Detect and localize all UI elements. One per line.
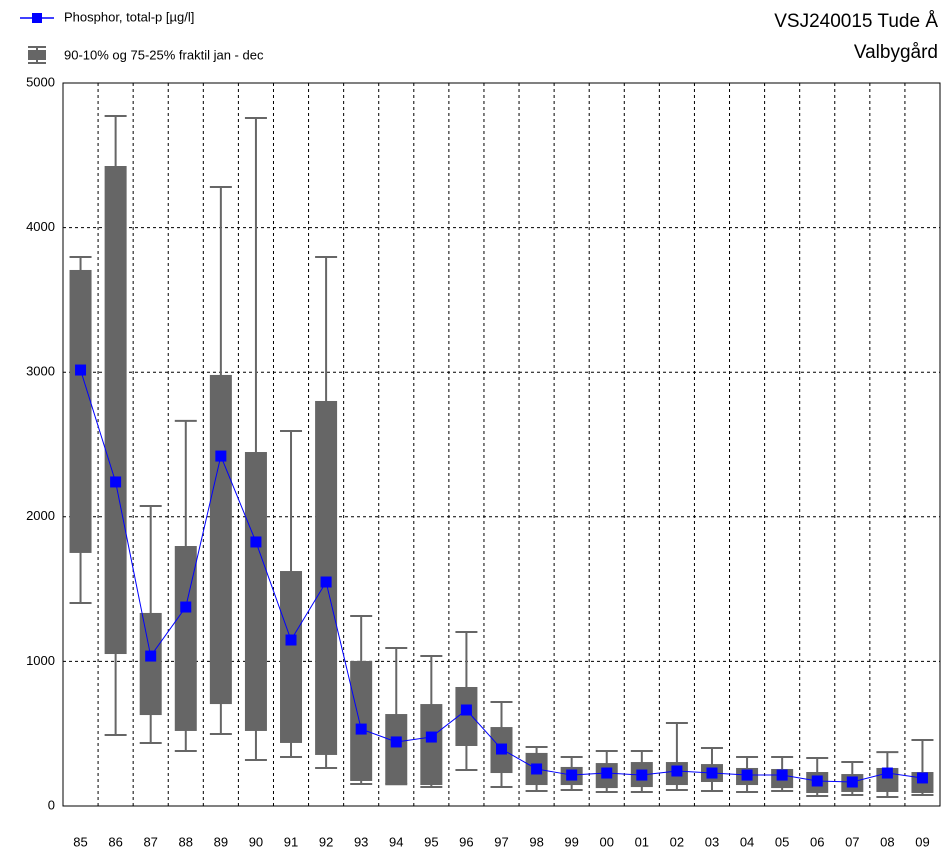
marker (811, 775, 823, 787)
marker (355, 723, 367, 735)
x-tick-label: 93 (354, 834, 368, 849)
box (280, 571, 303, 743)
x-tick-label: 08 (880, 834, 894, 849)
marker (496, 743, 507, 755)
x-tick-label: 87 (143, 834, 157, 849)
x-tick-label: 98 (529, 834, 543, 849)
marker (460, 704, 472, 716)
x-tick-label: 94 (389, 834, 403, 849)
marker (75, 364, 87, 376)
x-tick-label: 88 (179, 834, 193, 849)
x-tick-label: 90 (249, 834, 263, 849)
y-tick-label: 2000 (26, 508, 55, 523)
y-tick-label: 5000 (26, 74, 55, 89)
x-tick-label: 95 (424, 834, 438, 849)
box (385, 714, 408, 785)
marker (425, 731, 437, 743)
marker (776, 769, 788, 781)
legend-box-icon (28, 50, 46, 60)
box (244, 452, 267, 731)
marker (250, 536, 262, 548)
marker (531, 763, 543, 775)
x-tick-label: 07 (845, 834, 859, 849)
marker (636, 769, 648, 781)
legend-marker-icon (32, 13, 42, 23)
x-tick-label: 97 (494, 834, 508, 849)
x-tick-label: 02 (670, 834, 684, 849)
box (420, 704, 443, 786)
y-tick-label: 0 (48, 797, 55, 812)
marker (846, 776, 858, 788)
marker (110, 476, 122, 488)
marker (916, 772, 928, 784)
x-tick-label: 96 (459, 834, 473, 849)
x-tick-label: 86 (108, 834, 122, 849)
y-tick-label: 4000 (26, 219, 55, 234)
x-tick-label: 09 (915, 834, 929, 849)
box (455, 686, 478, 746)
box (139, 612, 162, 716)
marker (215, 450, 227, 462)
box (69, 269, 92, 553)
x-tick-label: 01 (635, 834, 649, 849)
marker (706, 767, 718, 779)
x-tick-label: 05 (775, 834, 789, 849)
x-tick-label: 91 (284, 834, 298, 849)
box (174, 546, 197, 731)
chart-subtitle: Valbygård (854, 42, 938, 63)
chart-title: VSJ240015 Tude Å (774, 11, 938, 32)
marker (145, 650, 157, 662)
marker (320, 576, 332, 588)
x-tick-label: 06 (810, 834, 824, 849)
x-tick-label: 92 (319, 834, 333, 849)
marker (671, 765, 683, 777)
marker (601, 767, 613, 779)
marker (180, 601, 192, 613)
marker (285, 634, 297, 646)
marker (741, 769, 753, 781)
box (209, 374, 232, 705)
x-tick-label: 03 (705, 834, 719, 849)
x-tick-label: 99 (564, 834, 578, 849)
marker (881, 767, 893, 779)
x-tick-label: 04 (740, 834, 754, 849)
box (104, 166, 127, 655)
y-tick-label: 3000 (26, 364, 55, 379)
legend-label: Phosphor, total-p [µg/l] (64, 9, 194, 24)
x-tick-label: 85 (73, 834, 87, 849)
marker (566, 769, 578, 781)
plot-frame (62, 82, 941, 807)
x-tick-label: 89 (214, 834, 228, 849)
y-tick-label: 1000 (26, 653, 55, 668)
marker (390, 736, 402, 748)
box (350, 660, 373, 781)
legend-label: 90-10% og 75-25% fraktil jan - dec (64, 47, 264, 62)
x-tick-label: 00 (600, 834, 614, 849)
